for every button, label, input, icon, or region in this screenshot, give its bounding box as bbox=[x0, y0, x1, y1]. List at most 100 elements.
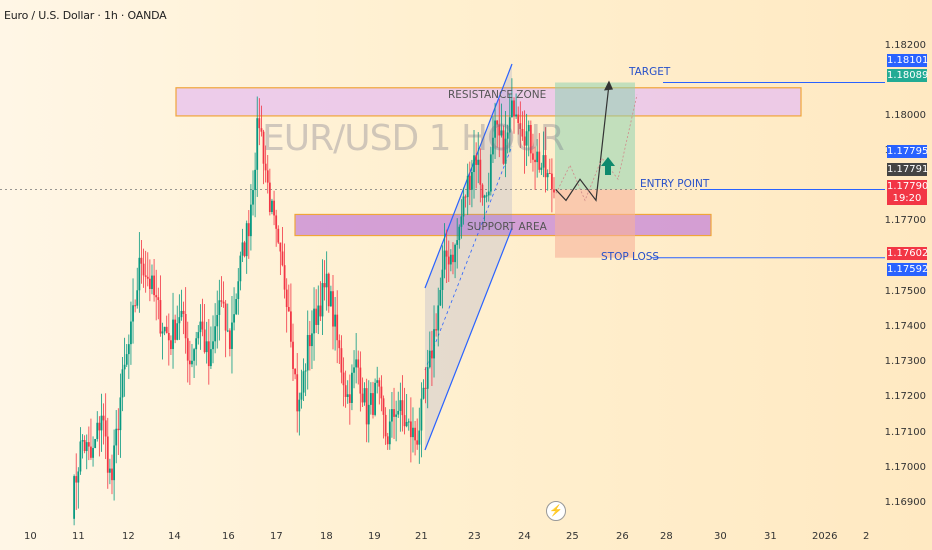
candle bbox=[85, 434, 88, 470]
candle-body bbox=[534, 159, 536, 163]
candle bbox=[407, 418, 410, 431]
candle-body bbox=[489, 154, 492, 192]
candle-body bbox=[165, 326, 168, 333]
candle bbox=[454, 243, 456, 279]
candle-body bbox=[106, 436, 109, 473]
candle bbox=[287, 284, 290, 312]
candle-body bbox=[222, 301, 225, 304]
candle bbox=[235, 293, 238, 316]
candle bbox=[403, 387, 406, 435]
candle-body bbox=[344, 385, 347, 397]
candle bbox=[81, 434, 84, 459]
time-tick-label: 26 bbox=[616, 531, 629, 542]
candle bbox=[468, 161, 471, 206]
candle bbox=[113, 429, 115, 501]
candle bbox=[100, 393, 103, 452]
candle-body bbox=[241, 242, 244, 256]
candle-body bbox=[258, 118, 261, 129]
candle-body bbox=[359, 367, 362, 394]
time-tick-label: 21 bbox=[415, 531, 428, 542]
candle-body bbox=[441, 269, 444, 290]
candle-body bbox=[153, 275, 155, 296]
candle-body bbox=[443, 250, 446, 270]
candle bbox=[439, 277, 442, 307]
candle bbox=[94, 438, 97, 449]
candle bbox=[205, 321, 208, 364]
candle-body bbox=[127, 344, 130, 355]
time-tick-label: 11 bbox=[72, 531, 85, 542]
candle-body bbox=[454, 244, 456, 263]
candle bbox=[532, 133, 534, 172]
candle-body bbox=[199, 321, 202, 333]
candle bbox=[98, 416, 101, 457]
candle bbox=[231, 296, 233, 374]
price-tick-label: 1.16900 bbox=[884, 496, 926, 508]
candle bbox=[178, 294, 181, 340]
candle bbox=[321, 259, 324, 335]
candle-body bbox=[121, 369, 124, 398]
candle bbox=[266, 155, 269, 194]
candle bbox=[121, 357, 124, 412]
candle-body bbox=[416, 440, 419, 445]
candle-body bbox=[73, 476, 76, 519]
candle bbox=[83, 435, 86, 454]
candle bbox=[540, 162, 543, 176]
candle bbox=[525, 113, 528, 166]
candle bbox=[409, 397, 412, 463]
candle bbox=[247, 210, 250, 259]
candle-body bbox=[407, 421, 410, 423]
overlay-layer bbox=[555, 80, 885, 259]
candle-body bbox=[92, 448, 94, 458]
candle-body bbox=[496, 120, 499, 125]
candle-body bbox=[386, 436, 389, 445]
candle-body bbox=[513, 100, 515, 117]
candle bbox=[268, 168, 271, 216]
candle-body bbox=[529, 125, 532, 154]
candle-body bbox=[388, 421, 391, 445]
candle bbox=[428, 331, 431, 369]
candle bbox=[464, 194, 467, 208]
candle-body bbox=[462, 196, 465, 217]
candle-body bbox=[207, 341, 210, 367]
candle bbox=[527, 120, 530, 157]
candle-body bbox=[525, 131, 528, 146]
candle bbox=[148, 259, 151, 302]
candle-body bbox=[228, 330, 231, 349]
candle bbox=[233, 287, 235, 331]
candle-body bbox=[334, 314, 337, 327]
candle-body bbox=[197, 332, 200, 339]
candle bbox=[172, 292, 174, 369]
candle bbox=[283, 243, 286, 299]
resistance-zone-box bbox=[175, 87, 802, 117]
candle-body bbox=[151, 275, 153, 289]
candle bbox=[165, 315, 168, 334]
candle-body bbox=[500, 130, 503, 136]
candle bbox=[319, 281, 322, 321]
candle-body bbox=[374, 382, 376, 415]
candle bbox=[123, 337, 126, 397]
candle-body bbox=[378, 380, 381, 387]
candle-body bbox=[226, 330, 229, 332]
candle bbox=[308, 320, 311, 371]
candle-body bbox=[321, 283, 324, 317]
candle-body bbox=[372, 393, 374, 415]
candle-body bbox=[418, 430, 421, 445]
candle bbox=[361, 377, 364, 407]
candle bbox=[342, 357, 345, 407]
candle bbox=[115, 410, 118, 464]
candle-body bbox=[283, 265, 286, 290]
candle bbox=[511, 78, 513, 118]
projection-arrowhead bbox=[604, 80, 613, 91]
candle bbox=[216, 290, 219, 349]
candle bbox=[75, 453, 78, 510]
candle bbox=[104, 393, 107, 460]
candle-body bbox=[313, 308, 315, 334]
candle bbox=[228, 328, 231, 357]
candle-body bbox=[287, 307, 290, 312]
candle bbox=[515, 93, 518, 119]
flash-icon[interactable]: ⚡ bbox=[546, 501, 566, 521]
candle-body bbox=[338, 340, 341, 349]
candle-body bbox=[180, 310, 183, 318]
candle bbox=[161, 322, 164, 360]
